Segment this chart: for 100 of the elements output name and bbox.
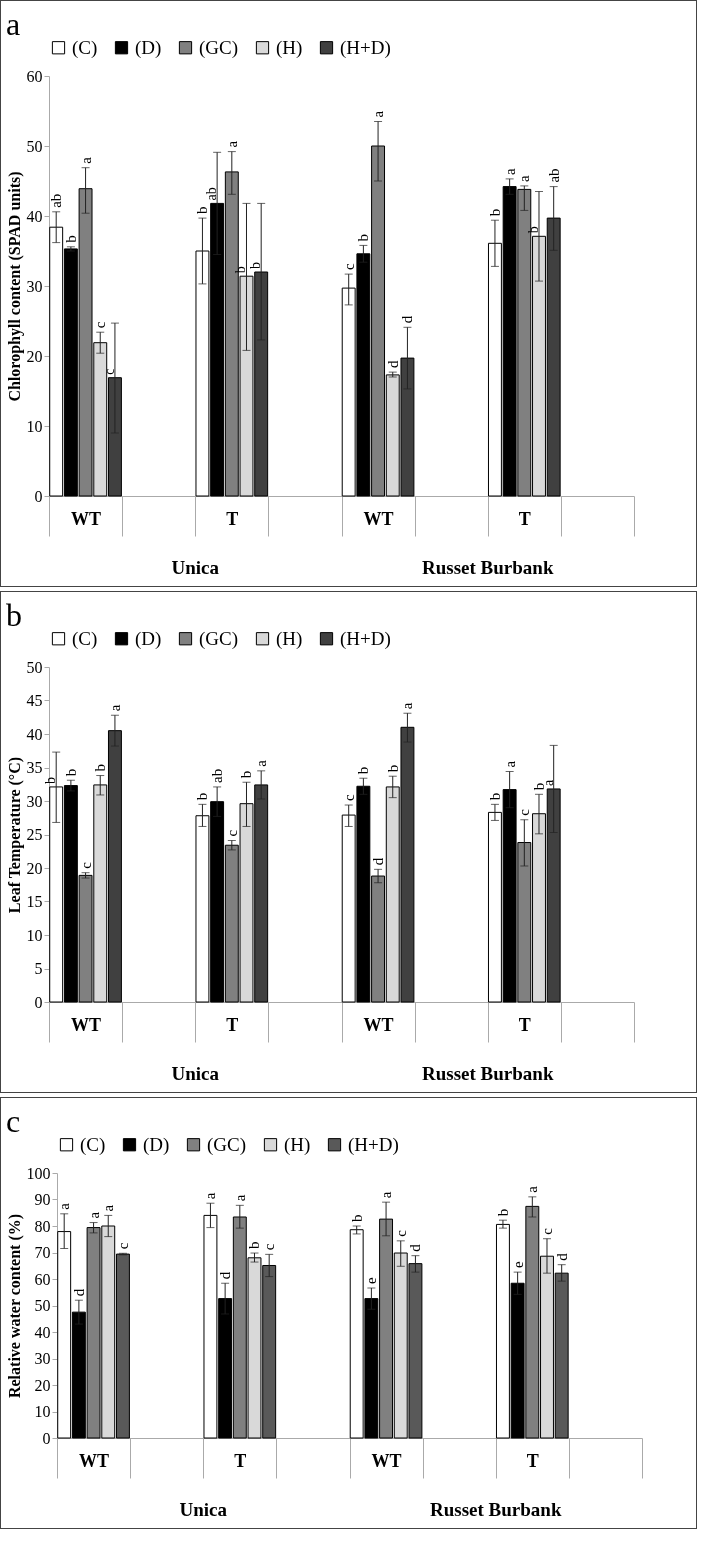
data-label: d	[70, 1288, 87, 1297]
y-tick-label: 40	[26, 725, 43, 743]
legend-label: (H+D)	[348, 1133, 399, 1156]
y-tick-label: 45	[26, 692, 43, 709]
data-label: c	[392, 1229, 409, 1237]
data-label: a	[202, 1192, 219, 1200]
data-label: b	[194, 792, 211, 801]
data-label: c	[101, 368, 117, 375]
legend-label: (H+D)	[340, 627, 391, 650]
legend-label: (D)	[143, 1133, 170, 1156]
y-tick-label: 10	[34, 1403, 51, 1420]
data-label: ab	[209, 768, 226, 783]
x-tick-label: WT	[71, 1014, 102, 1035]
data-label: b	[233, 266, 249, 274]
text: Unica	[171, 1063, 220, 1084]
data-label: b	[62, 235, 79, 243]
data-label: c	[114, 1242, 131, 1250]
text: Russet Burbank	[422, 1063, 554, 1084]
data-label: b	[92, 764, 109, 772]
x-tick-label: T	[518, 1014, 531, 1035]
y-tick-label: 100	[26, 1164, 51, 1182]
data-label: ab	[48, 193, 65, 208]
data-label: a	[501, 760, 518, 768]
y-tick-label: 20	[26, 859, 43, 877]
data-label: a	[501, 167, 518, 175]
data-label: d	[399, 315, 416, 324]
y-tick-label: 10	[26, 417, 43, 435]
data-label: a	[378, 1191, 395, 1199]
data-label: c	[516, 808, 533, 816]
y-tick-label: 0	[34, 993, 43, 1011]
legend-label: (GC)	[207, 1133, 247, 1156]
y-tick-label: 20	[26, 347, 43, 365]
legend-label: (H)	[276, 36, 303, 59]
legend-label: (H)	[276, 627, 303, 650]
data-label: a	[231, 1194, 248, 1202]
legend-label: (H)	[284, 1133, 311, 1156]
y-tick-label: 70	[34, 1244, 51, 1261]
data-label: c	[92, 321, 109, 329]
data-label: b	[238, 770, 255, 779]
data-label: b	[248, 262, 264, 269]
data-label: ab	[204, 187, 220, 201]
y-tick-label: 0	[42, 1429, 51, 1447]
data-label: c	[340, 263, 357, 271]
data-label: b	[526, 226, 541, 234]
data-label: b	[494, 1208, 511, 1217]
y-tick-label: 40	[26, 207, 43, 225]
data-label: a	[100, 1204, 117, 1212]
y-tick-label: 40	[34, 1323, 51, 1341]
data-label: c	[77, 861, 94, 869]
y-tick-label: 25	[26, 826, 43, 843]
data-label: b	[43, 776, 59, 784]
data-label: d	[384, 360, 401, 369]
legend-label: (GC)	[199, 36, 239, 59]
data-label: d	[407, 1243, 424, 1252]
data-label: a	[85, 1211, 102, 1219]
data-label: d	[553, 1252, 570, 1261]
text: Russet Burbank	[422, 557, 554, 578]
legend-label: (C)	[72, 627, 98, 650]
data-label: ab	[545, 168, 562, 183]
x-tick-label: T	[226, 1014, 239, 1035]
data-label: b	[486, 792, 503, 801]
legend-label: (C)	[80, 1133, 106, 1156]
x-tick-label: T	[526, 1450, 539, 1471]
data-label: c	[223, 829, 240, 837]
data-label: b	[62, 768, 79, 777]
y-tick-label: 10	[26, 926, 43, 944]
text: Russet Burbank	[430, 1499, 562, 1520]
y-axis-title: Leaf Temperature (°C)	[5, 756, 24, 914]
y-tick-label: 60	[34, 1270, 51, 1288]
data-label: b	[355, 233, 372, 242]
x-tick-label: WT	[363, 1014, 394, 1035]
legend-label: (GC)	[199, 627, 239, 650]
y-tick-label: 20	[34, 1376, 51, 1394]
data-label: b	[355, 766, 372, 775]
legend-label: (D)	[135, 36, 162, 59]
legend-label: (H+D)	[340, 36, 391, 59]
data-label: d	[217, 1271, 234, 1280]
y-tick-label: 5	[34, 960, 43, 977]
legend-label: (D)	[135, 627, 162, 650]
x-tick-label: T	[234, 1450, 247, 1471]
data-label: c	[261, 1243, 278, 1251]
x-tick-label: T	[518, 508, 531, 529]
legend-label: (C)	[72, 36, 98, 59]
data-label: b	[486, 208, 503, 217]
y-tick-label: 50	[26, 137, 43, 155]
y-tick-label: 0	[34, 487, 43, 505]
data-label: e	[509, 1261, 526, 1269]
y-tick-label: 30	[26, 792, 43, 810]
y-tick-label: 35	[26, 759, 43, 776]
chart-title: a	[6, 6, 21, 42]
data-label: a	[223, 140, 240, 148]
data-label: a	[56, 1202, 73, 1210]
x-tick-label: WT	[71, 508, 102, 529]
y-tick-label: 60	[26, 67, 43, 85]
y-tick-label: 15	[26, 893, 43, 910]
y-tick-label: 90	[34, 1191, 51, 1208]
data-label: a	[524, 1185, 541, 1193]
y-tick-label: 50	[34, 1297, 51, 1314]
data-label: a	[370, 110, 387, 118]
y-axis-title: Chlorophyll content (SPAD units)	[5, 171, 24, 402]
